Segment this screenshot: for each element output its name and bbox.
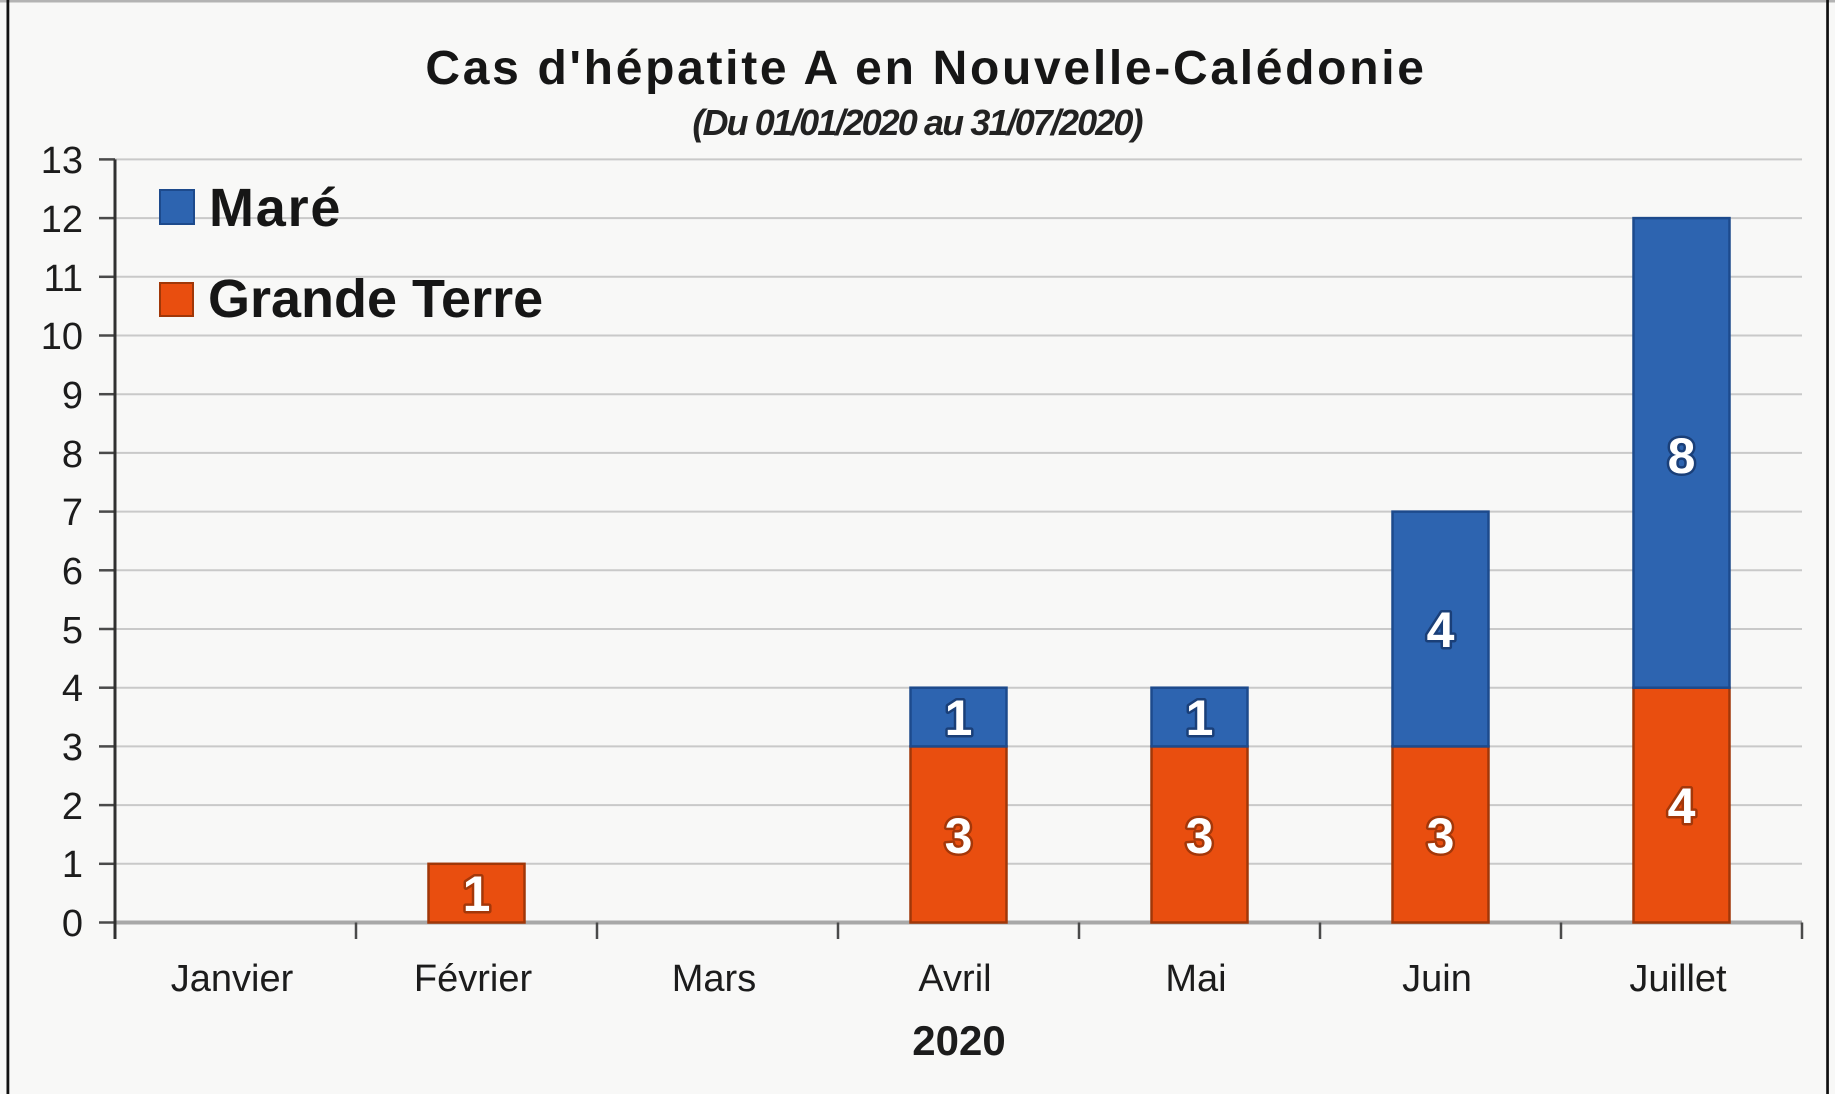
svg-text:Juin: Juin	[1402, 958, 1472, 1000]
svg-text:1: 1	[1186, 690, 1214, 746]
svg-text:13: 13	[41, 140, 83, 182]
svg-text:4: 4	[1427, 602, 1455, 658]
svg-text:2020: 2020	[912, 1017, 1005, 1064]
svg-text:Maré: Maré	[209, 178, 342, 238]
svg-text:(Du 01/01/2020 au 31/07/2020): (Du 01/01/2020 au 31/07/2020)	[692, 102, 1142, 143]
svg-text:Cas d'hépatite A en Nouvelle-C: Cas d'hépatite A en Nouvelle-Calédonie	[425, 42, 1426, 95]
svg-text:0: 0	[62, 903, 83, 945]
svg-text:10: 10	[41, 316, 83, 358]
svg-text:Février: Février	[414, 958, 533, 1000]
svg-text:4: 4	[62, 668, 83, 710]
svg-text:2: 2	[62, 786, 83, 828]
svg-text:Avril: Avril	[918, 958, 991, 1000]
svg-text:3: 3	[62, 727, 83, 769]
svg-text:6: 6	[62, 551, 83, 593]
svg-text:7: 7	[62, 492, 83, 534]
svg-text:8: 8	[62, 434, 83, 476]
svg-text:1: 1	[945, 690, 973, 746]
svg-text:1: 1	[62, 844, 83, 886]
svg-text:1: 1	[463, 866, 491, 922]
svg-text:Janvier: Janvier	[171, 958, 294, 1000]
svg-text:3: 3	[945, 808, 973, 864]
svg-text:3: 3	[1186, 808, 1214, 864]
svg-text:9: 9	[62, 375, 83, 417]
svg-text:3: 3	[1427, 808, 1455, 864]
svg-text:5: 5	[62, 610, 83, 652]
svg-text:Mai: Mai	[1165, 958, 1226, 1000]
svg-text:Juillet: Juillet	[1629, 958, 1727, 1000]
svg-text:11: 11	[44, 258, 83, 300]
svg-text:4: 4	[1668, 778, 1696, 834]
svg-text:Mars: Mars	[672, 958, 756, 1000]
svg-text:8: 8	[1668, 428, 1696, 484]
svg-text:12: 12	[41, 199, 83, 241]
svg-text:Grande Terre: Grande Terre	[208, 269, 543, 329]
